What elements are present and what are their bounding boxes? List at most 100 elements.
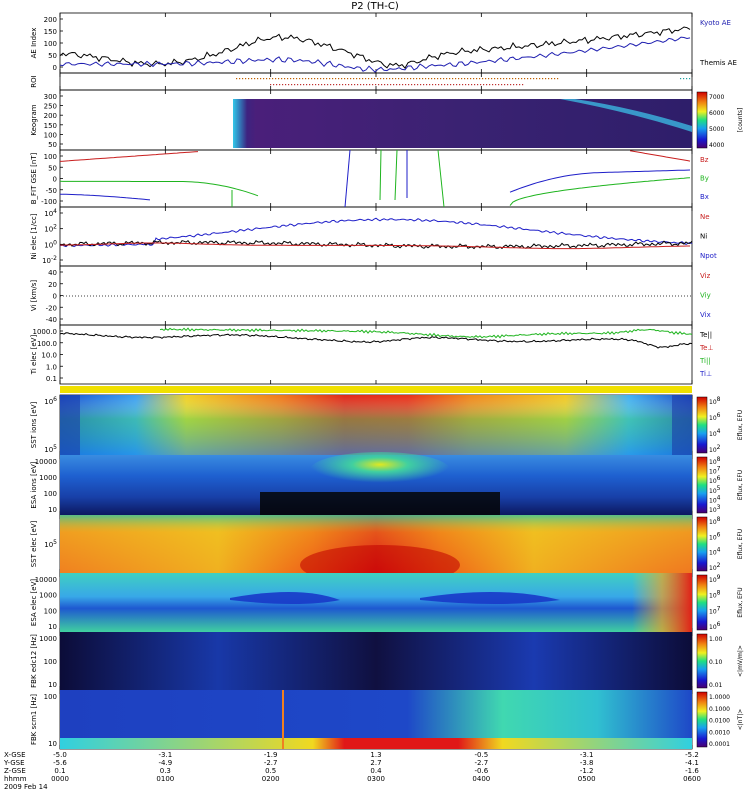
bfit-legend-0: Bz	[700, 156, 709, 164]
roi-dot	[480, 84, 482, 86]
roi-dot	[293, 78, 295, 80]
sst_elec-colorbar	[696, 516, 708, 572]
roi-dot	[291, 84, 293, 86]
roi-dot	[465, 84, 467, 86]
roi-dot	[372, 84, 374, 86]
velocity-ytick: 40	[48, 269, 57, 277]
fbk_scm-cb-tick: 0.1000	[709, 706, 730, 713]
roi-dot	[515, 78, 517, 80]
roi-dot	[273, 84, 275, 86]
by-line	[509, 177, 691, 206]
ae-ytick: 50	[48, 52, 57, 60]
fbk_edc-ytick: 100	[44, 658, 57, 666]
esa-ion-dark	[260, 492, 500, 515]
density-ytick: 104	[44, 208, 57, 218]
bfit-ytick: 50	[48, 164, 57, 172]
roi-dot	[423, 84, 425, 86]
xrow-value: -4.1	[685, 759, 699, 767]
roi-dot	[486, 84, 488, 86]
roi-dot	[497, 78, 499, 80]
keogram-cb-label: [counts]	[737, 108, 744, 133]
xrow-value: -2.7	[474, 759, 488, 767]
xrow-value: -3.1	[158, 751, 172, 759]
ae-ytick: 0	[53, 64, 57, 72]
by-line	[59, 180, 259, 197]
esa_ion-cb-tick: 108	[709, 456, 721, 466]
roi-dot	[443, 78, 445, 80]
roi-dot	[281, 78, 283, 80]
by-spike	[379, 149, 382, 201]
roi-dot	[266, 78, 268, 80]
xrow-value: 0.1	[54, 767, 65, 775]
roi-dot	[500, 78, 502, 80]
roi-dot	[689, 78, 691, 80]
roi-dot	[530, 78, 532, 80]
esa_elec-ytick: 10	[48, 623, 57, 631]
roi-dot	[327, 84, 329, 86]
velocity-ylabel: Vi [km/s]	[30, 280, 38, 311]
roi-dot	[441, 84, 443, 86]
roi-dot	[452, 78, 454, 80]
keogram-ytick: 200	[44, 112, 57, 120]
roi-dot	[336, 84, 338, 86]
roi-dot	[375, 84, 377, 86]
roi-dot	[401, 78, 403, 80]
roi-dot	[390, 84, 392, 86]
roi-dot	[476, 78, 478, 80]
bx-line	[60, 193, 151, 201]
xrow-value: 0000	[51, 775, 69, 783]
roi-dot	[371, 78, 373, 80]
roi-dot	[471, 84, 473, 86]
roi-dot	[510, 84, 512, 86]
roi-dot	[396, 84, 398, 86]
roi-dot	[453, 84, 455, 86]
roi-dot	[398, 78, 400, 80]
xrow-name: Z-GSE	[4, 767, 26, 775]
roi-dot	[686, 78, 688, 80]
fbk-scm-spike	[282, 690, 284, 749]
temperature-ytick: 1.0	[46, 363, 57, 371]
roi-dot	[324, 84, 326, 86]
roi-dot	[527, 78, 529, 80]
roi-dot	[288, 84, 290, 86]
roi-dot	[524, 78, 526, 80]
roi-dot	[435, 84, 437, 86]
esa_elec-ytick: 10000	[35, 576, 57, 584]
bfit-ytick: -100	[41, 198, 57, 206]
fbk_edc-colorbar	[696, 633, 708, 689]
roi-dot	[498, 84, 500, 86]
roi-dot	[419, 78, 421, 80]
roi-dot	[366, 84, 368, 86]
roi-dot	[369, 84, 371, 86]
roi-dot	[362, 78, 364, 80]
roi-dot	[521, 78, 523, 80]
temperature-ytick: 0.1	[46, 375, 57, 383]
xrow-value: 1.3	[370, 751, 381, 759]
roi-dot	[347, 78, 349, 80]
roi-dot	[522, 84, 524, 86]
sst_ion-cb-tick: 106	[709, 412, 721, 422]
roi-dot	[254, 78, 256, 80]
roi-dot	[297, 84, 299, 86]
esa-elec-band	[420, 591, 560, 604]
roi-dot	[455, 78, 457, 80]
roi-dot	[387, 84, 389, 86]
roi-dot	[326, 78, 328, 80]
xrow-value: -5.2	[685, 751, 699, 759]
roi-dot	[414, 84, 416, 86]
roi-dot	[504, 84, 506, 86]
roi-dot	[545, 78, 547, 80]
sst_ion-cb-tick: 104	[709, 428, 721, 438]
sst_elec-cb-tick: 106	[709, 531, 721, 541]
roi-dot	[509, 78, 511, 80]
roi-dot	[506, 78, 508, 80]
bfit-ytick: 100	[44, 153, 57, 161]
roi-dot	[299, 78, 301, 80]
temperature-ylabel: Ti elec [eV]	[30, 335, 38, 376]
roi-dot	[405, 84, 407, 86]
roi-dot	[305, 78, 307, 80]
roi-dot	[512, 78, 514, 80]
density-ytick: 102	[44, 224, 57, 234]
roi-dot	[393, 84, 395, 86]
roi-dot	[426, 84, 428, 86]
